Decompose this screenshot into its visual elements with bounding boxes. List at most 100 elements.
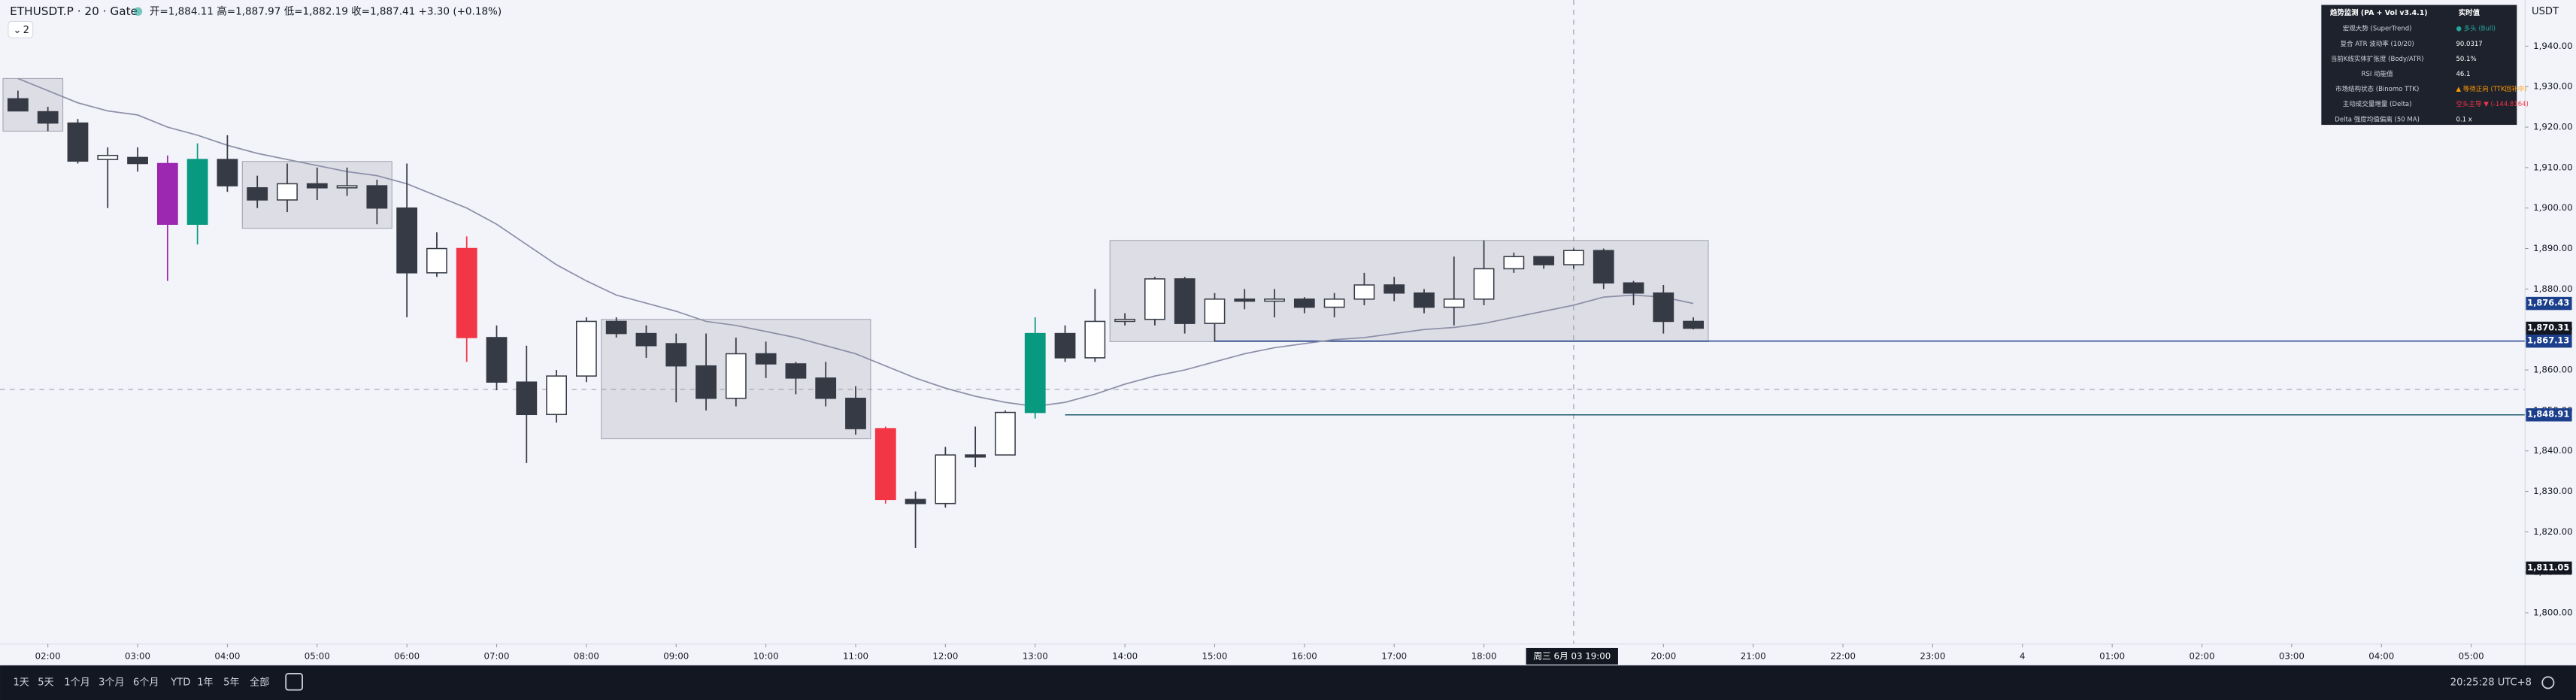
candle-body bbox=[665, 343, 687, 367]
candle-body bbox=[366, 185, 388, 209]
x-tick-label: 03:00 bbox=[2279, 650, 2305, 661]
candle-body bbox=[1114, 318, 1135, 323]
axes: 1,800.001,810.001,820.001,830.001,840.00… bbox=[35, 41, 2573, 665]
x-tick-label: 23:00 bbox=[1920, 650, 1945, 661]
candle-body bbox=[845, 397, 866, 429]
candle-body bbox=[1414, 292, 1435, 308]
price-label-bg bbox=[2526, 296, 2572, 311]
indicator-count: 2 bbox=[23, 25, 29, 36]
price-label: 1,848.91 bbox=[2527, 409, 2569, 420]
crosshair-label-bg bbox=[1526, 647, 1618, 665]
candle-body bbox=[7, 98, 29, 112]
y-tick-label: 1,820.00 bbox=[2533, 526, 2572, 537]
x-tick-label: 05:00 bbox=[305, 650, 330, 661]
candle-body bbox=[247, 187, 268, 201]
panel-row-value: ▲ 等待正向 (TTK回补中) bbox=[2456, 85, 2526, 93]
panel-row-label: Delta 强度均值偏离 (50 MA) bbox=[2335, 115, 2420, 123]
date-range-icon[interactable] bbox=[285, 672, 303, 691]
settings-icon[interactable] bbox=[2541, 676, 2555, 689]
currency[interactable]: USDT bbox=[2532, 6, 2559, 17]
candle-body bbox=[486, 337, 508, 383]
x-tick-label: 02:00 bbox=[35, 650, 61, 661]
candle-body bbox=[815, 377, 837, 399]
candle-body bbox=[1054, 332, 1076, 359]
chevron: ⌄ bbox=[13, 25, 21, 36]
clock: 20:25:28 UTC+8 bbox=[2450, 677, 2532, 688]
candle-body bbox=[1174, 278, 1196, 324]
candle-body bbox=[1563, 250, 1584, 265]
candle-body bbox=[725, 353, 747, 399]
symbol: ETHUSDT.P · 20 · Gate bbox=[10, 5, 138, 18]
candle-body bbox=[696, 365, 717, 399]
x-tick-label: 15:00 bbox=[1202, 650, 1227, 661]
candle-body bbox=[1204, 298, 1226, 324]
candle-body bbox=[1623, 282, 1644, 294]
range-button[interactable]: YTD bbox=[170, 677, 190, 688]
candle-body bbox=[1144, 278, 1165, 320]
x-tick-label: 22:00 bbox=[1830, 650, 1856, 661]
x-tick-label: 05:00 bbox=[2459, 650, 2484, 661]
status-dot bbox=[133, 7, 143, 16]
x-tick-label: 4 bbox=[2020, 650, 2026, 661]
x-tick-label: 10:00 bbox=[753, 650, 779, 661]
price-label: 1,811.05 bbox=[2527, 562, 2569, 573]
candle-body bbox=[186, 159, 208, 226]
range-button[interactable]: 3个月 bbox=[98, 676, 125, 688]
candle-body bbox=[67, 122, 89, 162]
candle-body bbox=[1473, 268, 1495, 300]
candle-body bbox=[1653, 292, 1674, 323]
x-tick-label: 07:00 bbox=[484, 650, 510, 661]
candle-body bbox=[965, 454, 986, 458]
x-tick-label: 02:00 bbox=[2190, 650, 2215, 661]
candle-body bbox=[546, 375, 567, 416]
panel-row-value: 空头主导 ▼ (-144.8164) bbox=[2456, 100, 2528, 108]
indicator-toggle[interactable] bbox=[8, 20, 34, 38]
panel-row-label: 复合 ATR 波动率 (10/20) bbox=[2341, 40, 2414, 48]
candle-body bbox=[905, 498, 926, 505]
y-tick-label: 1,920.00 bbox=[2533, 122, 2572, 132]
x-tick-label: 12:00 bbox=[932, 650, 958, 661]
toolbar-items: 1天 5天 1个月 3个月 6个月 YTD 1年 5年 全部 20:25:28 UTC+8 bbox=[13, 675, 2532, 688]
x-tick-label: 04:00 bbox=[2368, 650, 2394, 661]
range-button[interactable]: 5天 bbox=[38, 677, 53, 688]
range-button[interactable]: 全部 bbox=[250, 675, 269, 688]
moving-average bbox=[17, 77, 1694, 408]
candle-body bbox=[1593, 250, 1614, 284]
range-button[interactable]: 1年 bbox=[197, 676, 213, 688]
candle-body bbox=[97, 154, 119, 160]
candle-body bbox=[1533, 256, 1555, 265]
panel-row-label: 市场结构状态 (Binomo TTK) bbox=[2335, 85, 2419, 93]
candle-body bbox=[156, 162, 178, 226]
x-tick-label: 04:00 bbox=[214, 650, 240, 661]
y-tick-label: 1,830.00 bbox=[2533, 486, 2572, 496]
y-tick-label: 1,880.00 bbox=[2533, 283, 2572, 294]
x-tick-label: 03:00 bbox=[125, 650, 150, 661]
candle-body bbox=[336, 185, 358, 189]
x-tick-label: 20:00 bbox=[1650, 650, 1676, 661]
panel-row-label: 主动成交量增量 (Delta) bbox=[2343, 100, 2412, 108]
panel-row-value: 46.1 bbox=[2456, 71, 2470, 78]
range-button[interactable]: 1天 bbox=[13, 677, 29, 688]
range-button[interactable]: 6个月 bbox=[133, 676, 159, 688]
x-tick-label: 08:00 bbox=[574, 650, 599, 661]
y-tick-label: 1,900.00 bbox=[2533, 202, 2572, 213]
candle-body bbox=[456, 247, 477, 338]
y-tick-label: 1,800.00 bbox=[2533, 608, 2572, 618]
candle-body bbox=[575, 320, 597, 377]
y-tick-label: 1,860.00 bbox=[2533, 365, 2572, 375]
candle-body bbox=[217, 159, 238, 186]
price-label-bg bbox=[2526, 561, 2572, 575]
y-tick-label: 1,930.00 bbox=[2533, 81, 2572, 92]
range-box bbox=[1109, 240, 1709, 342]
price-label-bg bbox=[2526, 334, 2572, 348]
range-button[interactable]: 1个月 bbox=[64, 676, 90, 688]
x-tick-label: 18:00 bbox=[1471, 650, 1497, 661]
panel-row-value: ● 多头 (Bull) bbox=[2456, 25, 2496, 33]
candle-body bbox=[1234, 298, 1256, 302]
x-tick-label: 16:00 bbox=[1292, 650, 1317, 661]
candle-body bbox=[755, 353, 777, 365]
x-tick-label: 09:00 bbox=[663, 650, 689, 661]
panel-row-label: 当前K线实体扩张度 (Body/ATR) bbox=[2331, 55, 2424, 63]
range-button[interactable]: 5年 bbox=[223, 676, 239, 688]
